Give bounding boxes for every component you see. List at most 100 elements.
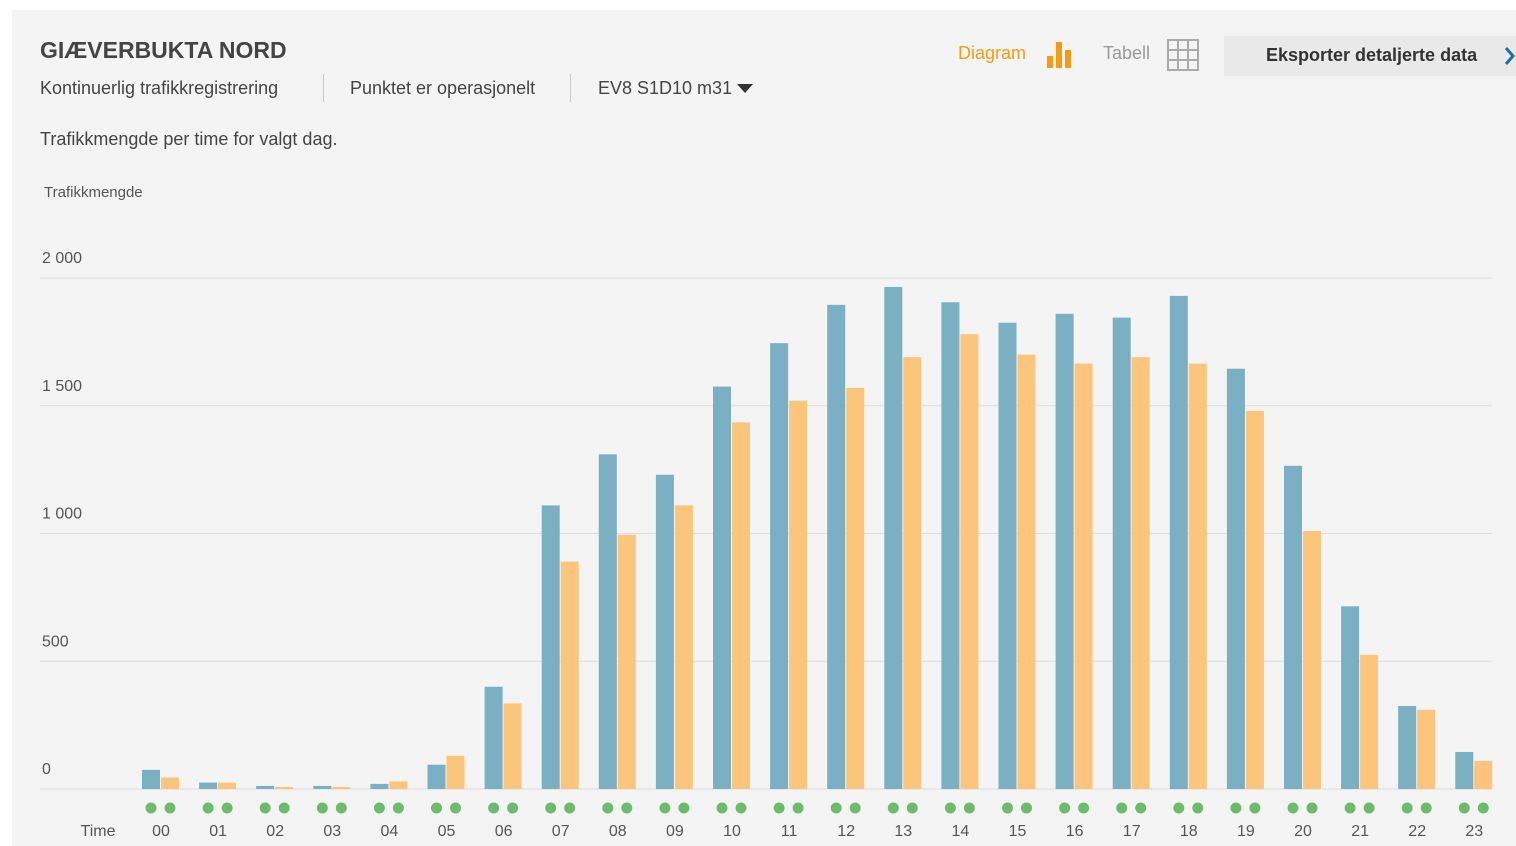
x-tick-label: 07 [552,823,570,840]
x-tick-label: 22 [1408,823,1426,840]
bar [770,343,789,789]
chart-subtitle: Trafikkmengde per time for valgt dag. [40,129,338,149]
x-tick-label: 01 [209,823,227,840]
bar [1360,654,1379,789]
y-tick-label: 1 000 [42,506,82,523]
status-dot [431,802,442,814]
bar [598,454,617,789]
bar [256,785,275,789]
status-dot [1249,802,1261,814]
bar [960,334,979,789]
status-dot [145,802,157,814]
dropdown[interactable]: EV8 S1D10 m31 [598,78,733,98]
y-tick-label: 1 500 [42,378,82,395]
y-tick-label: 2 000 [42,250,82,267]
status-dot [1230,802,1242,814]
separator [570,74,571,102]
x-axis-label: Time [81,823,116,840]
bar [1017,354,1036,789]
status-dot [887,802,899,814]
status-dot [373,802,385,814]
bar [655,474,674,789]
bar [1131,357,1150,789]
status-dot [1192,802,1204,814]
status-dot [392,802,404,814]
x-tick-label: 14 [952,823,970,840]
status-dot [564,802,576,814]
bar [1074,363,1093,789]
bar [1341,606,1360,789]
status-dot [1344,802,1356,814]
x-tick-label: 03 [323,823,341,840]
export-button[interactable]: Eksporter detaljerte data [1224,36,1516,76]
status-dot [602,802,614,814]
status-dot [1078,802,1090,814]
status-dot [507,802,519,814]
bar [313,785,332,789]
bar [1474,760,1493,789]
status-dot [735,802,747,814]
bar [1284,465,1302,789]
bar [1245,410,1264,789]
status-dot [659,802,671,814]
table-tab[interactable]: Tabell [1103,43,1151,63]
bar [1169,295,1188,789]
bar [541,505,560,789]
status-dot [1458,802,1470,814]
bar [1226,368,1245,789]
x-tick-label: 04 [381,823,399,840]
status-dot [1401,802,1413,814]
status-dot [545,802,557,814]
diagram-icon[interactable] [1046,40,1074,70]
table-icon[interactable] [1166,38,1200,72]
x-tick-label: 11 [781,823,798,840]
bar [903,357,922,789]
bar [1455,751,1474,789]
status-dot [830,802,842,814]
bar [941,302,960,789]
status-dot [278,802,290,814]
bar [218,782,237,789]
y-tick-label: 0 [42,761,51,778]
x-tick-label: 05 [438,823,456,840]
status-dot [1363,802,1375,814]
status-dot [316,802,328,814]
bar [1398,705,1417,789]
status-dot [792,802,804,814]
status-dot [906,802,918,814]
bar [998,322,1017,789]
y-axis-label: Trafikkmengde [44,184,143,201]
bar [199,782,218,789]
status-dot [1420,802,1432,814]
bar [846,387,865,789]
status-dot [1116,802,1128,814]
status-dot [678,802,690,814]
info-status: Punktet er operasjonelt [350,78,536,98]
dropdown-arrow[interactable] [736,83,754,95]
x-tick-label: 19 [1237,823,1255,840]
status-dot [1173,802,1185,814]
status-dot [1059,802,1071,814]
bar [1112,317,1131,789]
separator [323,74,324,102]
y-tick-label: 500 [42,633,69,650]
x-tick-label: 21 [1351,823,1369,840]
bar [1417,709,1436,789]
bar [142,769,160,789]
diagram-tab[interactable]: Diagram [958,43,1027,63]
bar [389,781,408,789]
status-dot [716,802,728,814]
x-tick-label: 17 [1123,823,1141,840]
status-dot [259,802,271,814]
bar [427,764,446,789]
bar [446,755,465,789]
export-arrow[interactable] [1504,46,1516,66]
bar [275,786,294,789]
export-label: Eksporter detaljerte data [1266,45,1478,65]
status-dot [1287,802,1299,814]
status-dot [1477,802,1489,814]
status-dot [450,802,461,814]
x-tick-label: 23 [1465,823,1483,840]
status-dot [164,802,176,814]
